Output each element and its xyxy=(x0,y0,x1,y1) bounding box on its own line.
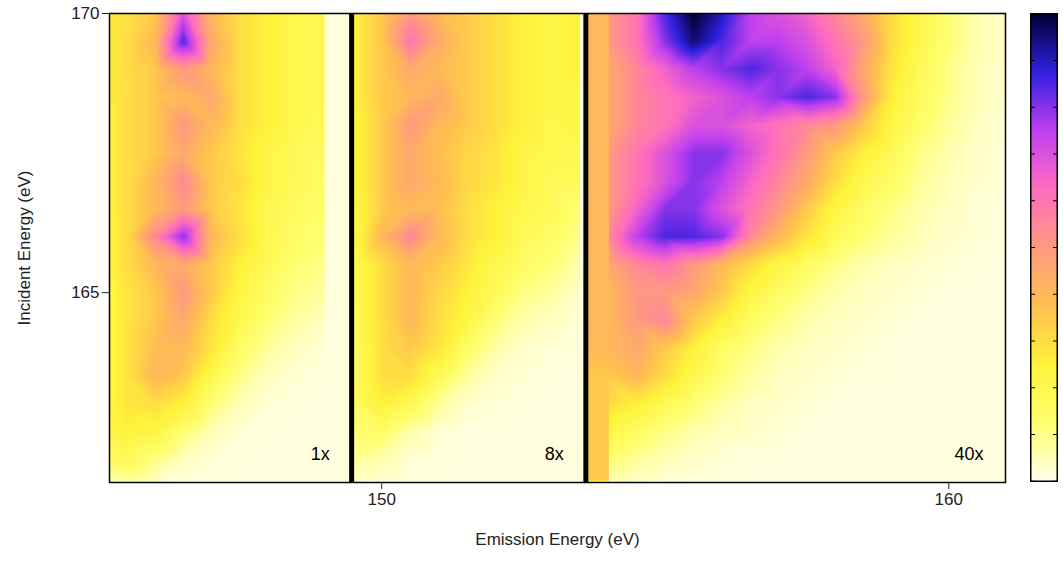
svg-text:40x: 40x xyxy=(954,444,983,464)
svg-text:160: 160 xyxy=(935,490,963,509)
svg-text:Emission Energy (eV): Emission Energy (eV) xyxy=(475,530,639,549)
svg-text:150: 150 xyxy=(368,490,396,509)
svg-text:170: 170 xyxy=(71,4,99,23)
svg-text:Incident Energy (eV): Incident Energy (eV) xyxy=(15,171,34,326)
svg-text:165: 165 xyxy=(71,283,99,302)
svg-text:8x: 8x xyxy=(545,444,564,464)
svg-text:1x: 1x xyxy=(311,444,330,464)
